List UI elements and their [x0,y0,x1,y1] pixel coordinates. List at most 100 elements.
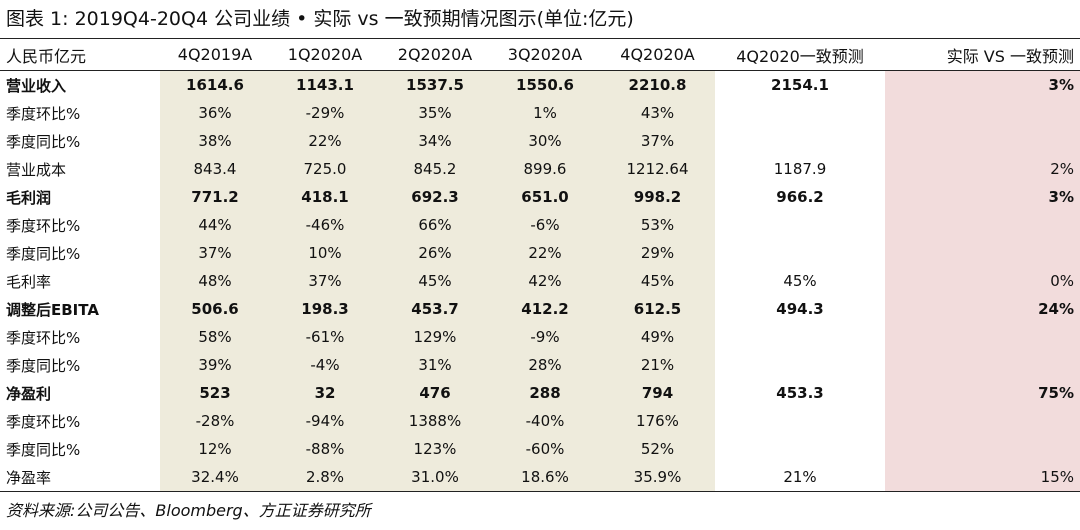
table-cell: 123% [380,435,490,463]
table-cell: 22% [270,127,380,155]
title: 图表 1: 2019Q4-20Q4 公司业绩 • 实际 vs 一致预期情况图示(… [6,8,634,30]
row-label: 季度环比% [6,104,81,123]
table-row: 季度同比% 39% -4% 31% 28% 21% [0,351,1080,379]
table-cell: 1550.6 [490,70,600,99]
row-label: 营业收入 [6,76,67,95]
table-row: 毛利率 48% 37% 45% 42% 45% 45% 0% [0,267,1080,295]
table-cell: 1% [490,99,600,127]
row-label: 净盈利 [6,384,52,403]
table-cell: 899.6 [490,155,600,183]
table-cell: 15% [885,463,1080,492]
table-cell: 66% [380,211,490,239]
table-row: 营业收入 1614.6 1143.1 1537.5 1550.6 2210.8 2154.1… [0,70,1080,99]
table-cell [885,407,1080,435]
table-cell: 35% [380,99,490,127]
table-cell [885,211,1080,239]
table-cell: -29% [270,99,380,127]
table-row: 季度同比% 38% 22% 34% 30% 37% [0,127,1080,155]
table-cell: 31.0% [380,463,490,492]
table-row: 季度环比% 58% -61% 129% -9% 49% [0,323,1080,351]
table-cell: 453.7 [380,295,490,323]
table-cell: -40% [490,407,600,435]
table-cell: 2210.8 [600,70,715,99]
table-cell: 725.0 [270,155,380,183]
table-cell: 12% [160,435,270,463]
table-cell: 771.2 [160,183,270,211]
table-cell: 49% [600,323,715,351]
table-cell: 453.3 [776,384,824,402]
table-cell: -4% [270,351,380,379]
table-cell: 29% [600,239,715,267]
header-cell: 2Q2020A [380,38,490,71]
table-cell [715,127,885,155]
table-cell: 198.3 [270,295,380,323]
table-cell: 48% [160,267,270,295]
table-cell [885,127,1080,155]
table-cell: 288 [490,379,600,407]
table-cell: 21% [600,351,715,379]
table-cell: 21% [715,463,885,492]
table-cell: 30% [490,127,600,155]
table-cell: 45% [380,267,490,295]
source-note: 资料来源:公司公告、Bloomberg、方正证券研究所 [6,501,371,520]
table-cell: 38% [160,127,270,155]
table-cell: 24% [885,295,1080,323]
table-cell: 44% [160,211,270,239]
row-label: 季度环比% [6,412,81,431]
table-cell: 26% [380,239,490,267]
table-cell: 43% [600,99,715,127]
table-row: 季度环比% 36% -29% 35% 1% 43% [0,99,1080,127]
table-cell: 1537.5 [380,70,490,99]
header-cell: 4Q2019A [160,38,270,71]
table-cell: -88% [270,435,380,463]
table-row: 季度同比% 12% -88% 123% -60% 52% [0,435,1080,463]
table-cell [715,435,885,463]
table-row: 季度环比% -28% -94% 1388% -40% 176% [0,407,1080,435]
table-cell: 176% [600,407,715,435]
row-label: 季度同比% [6,356,81,375]
table-cell [715,99,885,127]
table-row: 净盈利 523 32 476 288 794 453.3 75% [0,379,1080,407]
table-cell: 998.2 [600,183,715,211]
table-cell: 1187.9 [773,160,827,178]
table-cell: 32 [270,379,380,407]
table-cell: 1143.1 [270,70,380,99]
table-cell: 1212.64 [600,155,715,183]
table-cell: 36% [160,99,270,127]
table-cell: -28% [160,407,270,435]
table-cell: 18.6% [490,463,600,492]
table-cell: 843.4 [160,155,270,183]
row-label: 调整后EBITA [6,300,99,319]
row-label: 季度同比% [6,132,81,151]
table-cell: -60% [490,435,600,463]
table-cell: 39% [160,351,270,379]
table-cell: 794 [600,379,715,407]
header-cell: 实际 VS 一致预测 [885,38,1080,71]
row-label: 营业成本 [6,160,67,179]
table-cell: 37% [600,127,715,155]
results-table: 人民币亿元 4Q2019A 1Q2020A 2Q2020A 3Q2020A 4Q2020A… [0,38,1080,492]
table-cell: 10% [270,239,380,267]
table-cell: 52% [600,435,715,463]
header-cell: 4Q2020一致预测 [715,38,885,71]
header-cell: 人民币亿元 [0,38,160,71]
table-cell: 28% [490,351,600,379]
table-cell [885,351,1080,379]
table-cell [715,211,885,239]
table-cell [885,239,1080,267]
table-cell: 412.2 [490,295,600,323]
row-label: 季度同比% [6,440,81,459]
table-cell: 966.2 [776,188,824,206]
table-cell [715,239,885,267]
table-cell: 2.8% [270,463,380,492]
table-cell: -9% [490,323,600,351]
table-cell: 506.6 [160,295,270,323]
table-cell [715,323,885,351]
table-cell [715,407,885,435]
table-cell: 612.5 [600,295,715,323]
table-cell [885,99,1080,127]
table-cell: -61% [270,323,380,351]
table-cell: 2154.1 [771,76,829,94]
table-cell: 2% [885,155,1080,183]
